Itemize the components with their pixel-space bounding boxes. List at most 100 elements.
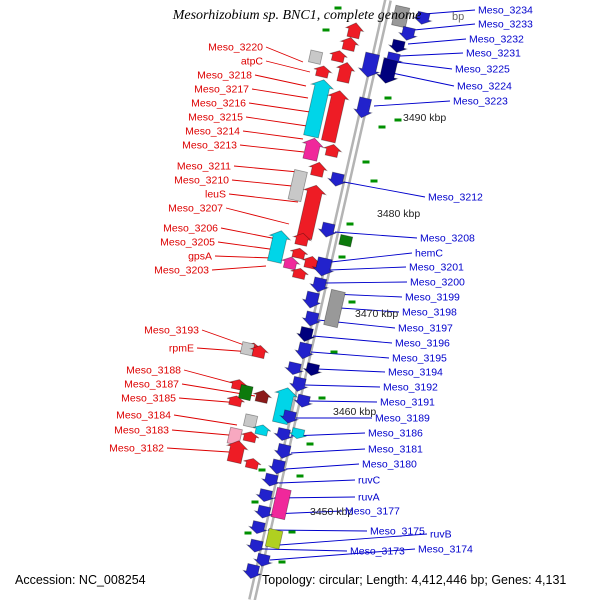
gene-glyph[interactable] [317, 221, 338, 238]
gene-label[interactable]: Meso_3173 [350, 546, 405, 558]
gene-label[interactable]: leuS [205, 189, 226, 201]
gene-glyph[interactable] [307, 161, 328, 178]
gene-label[interactable]: Meso_3188 [126, 365, 181, 377]
gene-glyph[interactable] [397, 25, 418, 41]
gene-label[interactable]: Meso_3224 [457, 81, 512, 93]
gene-glyph[interactable] [295, 326, 316, 342]
gene-label[interactable]: Meso_3231 [466, 48, 521, 60]
gene-glyph[interactable] [241, 431, 260, 444]
gene-label[interactable]: Meso_3192 [383, 382, 438, 394]
gene-glyph[interactable] [375, 57, 399, 84]
gene-label[interactable]: Meso_3175 [370, 526, 425, 538]
gene-glyph[interactable] [301, 137, 325, 162]
gene-glyph[interactable] [288, 375, 309, 392]
gene-glyph[interactable] [323, 288, 346, 329]
gene-label[interactable]: Meso_3186 [368, 428, 423, 440]
gene-glyph[interactable] [242, 563, 263, 579]
gene-glyph[interactable] [357, 51, 381, 78]
gene-label[interactable]: Meso_3217 [194, 84, 249, 96]
gene-label[interactable]: Meso_3200 [410, 277, 465, 289]
gene-glyph[interactable] [247, 520, 269, 535]
gene-label[interactable]: Meso_3216 [191, 98, 246, 110]
gene-label[interactable]: ruvC [358, 475, 381, 487]
gene-label[interactable]: Meso_3212 [428, 192, 483, 204]
gene-glyph[interactable] [242, 413, 259, 429]
gene-glyph[interactable] [326, 171, 347, 187]
gene-label[interactable]: Meso_3214 [185, 126, 240, 138]
gene-glyph[interactable] [313, 65, 333, 79]
gene-glyph[interactable] [294, 341, 315, 360]
gene-label[interactable]: Meso_3220 [208, 42, 263, 54]
gene-label[interactable]: Meso_3180 [362, 459, 417, 471]
gene-glyph[interactable] [291, 232, 313, 247]
gene-glyph[interactable] [245, 538, 267, 553]
gene-label[interactable]: Meso_3205 [160, 237, 215, 249]
gene-glyph[interactable] [339, 37, 360, 52]
gene-label[interactable]: Meso_3233 [478, 19, 533, 31]
gene-label[interactable]: Meso_3223 [453, 96, 508, 108]
gene-label[interactable]: Meso_3191 [380, 397, 435, 409]
gene-label[interactable]: gpsA [188, 251, 212, 263]
gene-label[interactable]: ruvA [358, 492, 380, 504]
gene-label[interactable]: Meso_3184 [116, 410, 171, 422]
gene-label[interactable]: Meso_3189 [375, 413, 430, 425]
gene-glyph[interactable] [283, 361, 305, 376]
gene-glyph[interactable] [267, 230, 292, 264]
gene-glyph[interactable] [253, 504, 274, 519]
gene-label[interactable]: Meso_3196 [395, 338, 450, 350]
gene-glyph[interactable] [320, 90, 350, 144]
gene-glyph[interactable] [288, 427, 307, 440]
gene-glyph[interactable] [344, 22, 365, 40]
gene-label[interactable]: Meso_3232 [469, 34, 524, 46]
gene-glyph[interactable] [353, 96, 373, 119]
gene-glyph[interactable] [253, 424, 272, 437]
gene-label[interactable]: Meso_3183 [114, 425, 169, 437]
gene-label[interactable]: Meso_3185 [121, 393, 176, 405]
gene-label[interactable]: rpmE [169, 343, 194, 355]
gene-glyph[interactable] [260, 472, 282, 487]
gene-glyph[interactable] [249, 345, 270, 360]
gene-glyph[interactable] [309, 276, 330, 293]
gene-glyph[interactable] [290, 247, 308, 260]
gene-glyph[interactable] [301, 290, 322, 309]
gene-glyph[interactable] [302, 362, 323, 377]
gene-label[interactable]: Meso_3210 [174, 175, 229, 187]
gene-glyph[interactable] [270, 486, 292, 521]
gene-glyph[interactable] [311, 256, 335, 277]
gene-glyph[interactable] [280, 256, 301, 271]
gene-glyph[interactable] [279, 409, 300, 424]
gene-label[interactable]: Meso_3215 [188, 112, 243, 124]
gene-glyph[interactable] [243, 458, 262, 471]
gene-label[interactable]: Meso_3234 [478, 5, 533, 17]
gene-glyph[interactable] [329, 50, 348, 64]
gene-label[interactable]: Meso_3187 [124, 379, 179, 391]
gene-glyph[interactable] [412, 10, 433, 25]
gene-glyph[interactable] [267, 458, 288, 475]
gene-label[interactable]: Meso_3211 [177, 161, 231, 173]
gene-glyph[interactable] [307, 49, 324, 65]
gene-glyph[interactable] [335, 62, 356, 84]
gene-label[interactable]: atpC [241, 56, 264, 68]
gene-label[interactable]: Meso_3194 [388, 367, 443, 379]
gene-label[interactable]: Meso_3198 [402, 307, 457, 319]
gene-label[interactable]: Meso_3193 [144, 325, 199, 337]
gene-glyph[interactable] [273, 427, 294, 441]
gene-label[interactable]: ruvB [430, 529, 452, 541]
gene-glyph[interactable] [237, 383, 254, 402]
gene-label[interactable]: Meso_3197 [398, 323, 453, 335]
gene-glyph[interactable] [322, 144, 343, 158]
gene-label[interactable]: Meso_3203 [154, 265, 209, 277]
gene-glyph[interactable] [303, 79, 335, 139]
gene-glyph[interactable] [338, 234, 354, 248]
gene-glyph[interactable] [225, 440, 249, 465]
gene-label[interactable]: Meso_3213 [182, 140, 237, 152]
gene-glyph[interactable] [292, 393, 314, 408]
gene-glyph[interactable] [239, 341, 256, 357]
gene-glyph[interactable] [296, 184, 328, 241]
gene-glyph[interactable] [264, 527, 284, 550]
gene-label[interactable]: Meso_3181 [368, 444, 423, 456]
gene-glyph[interactable] [252, 389, 273, 404]
gene-glyph[interactable] [301, 310, 322, 327]
gene-label[interactable]: Meso_3195 [392, 353, 447, 365]
